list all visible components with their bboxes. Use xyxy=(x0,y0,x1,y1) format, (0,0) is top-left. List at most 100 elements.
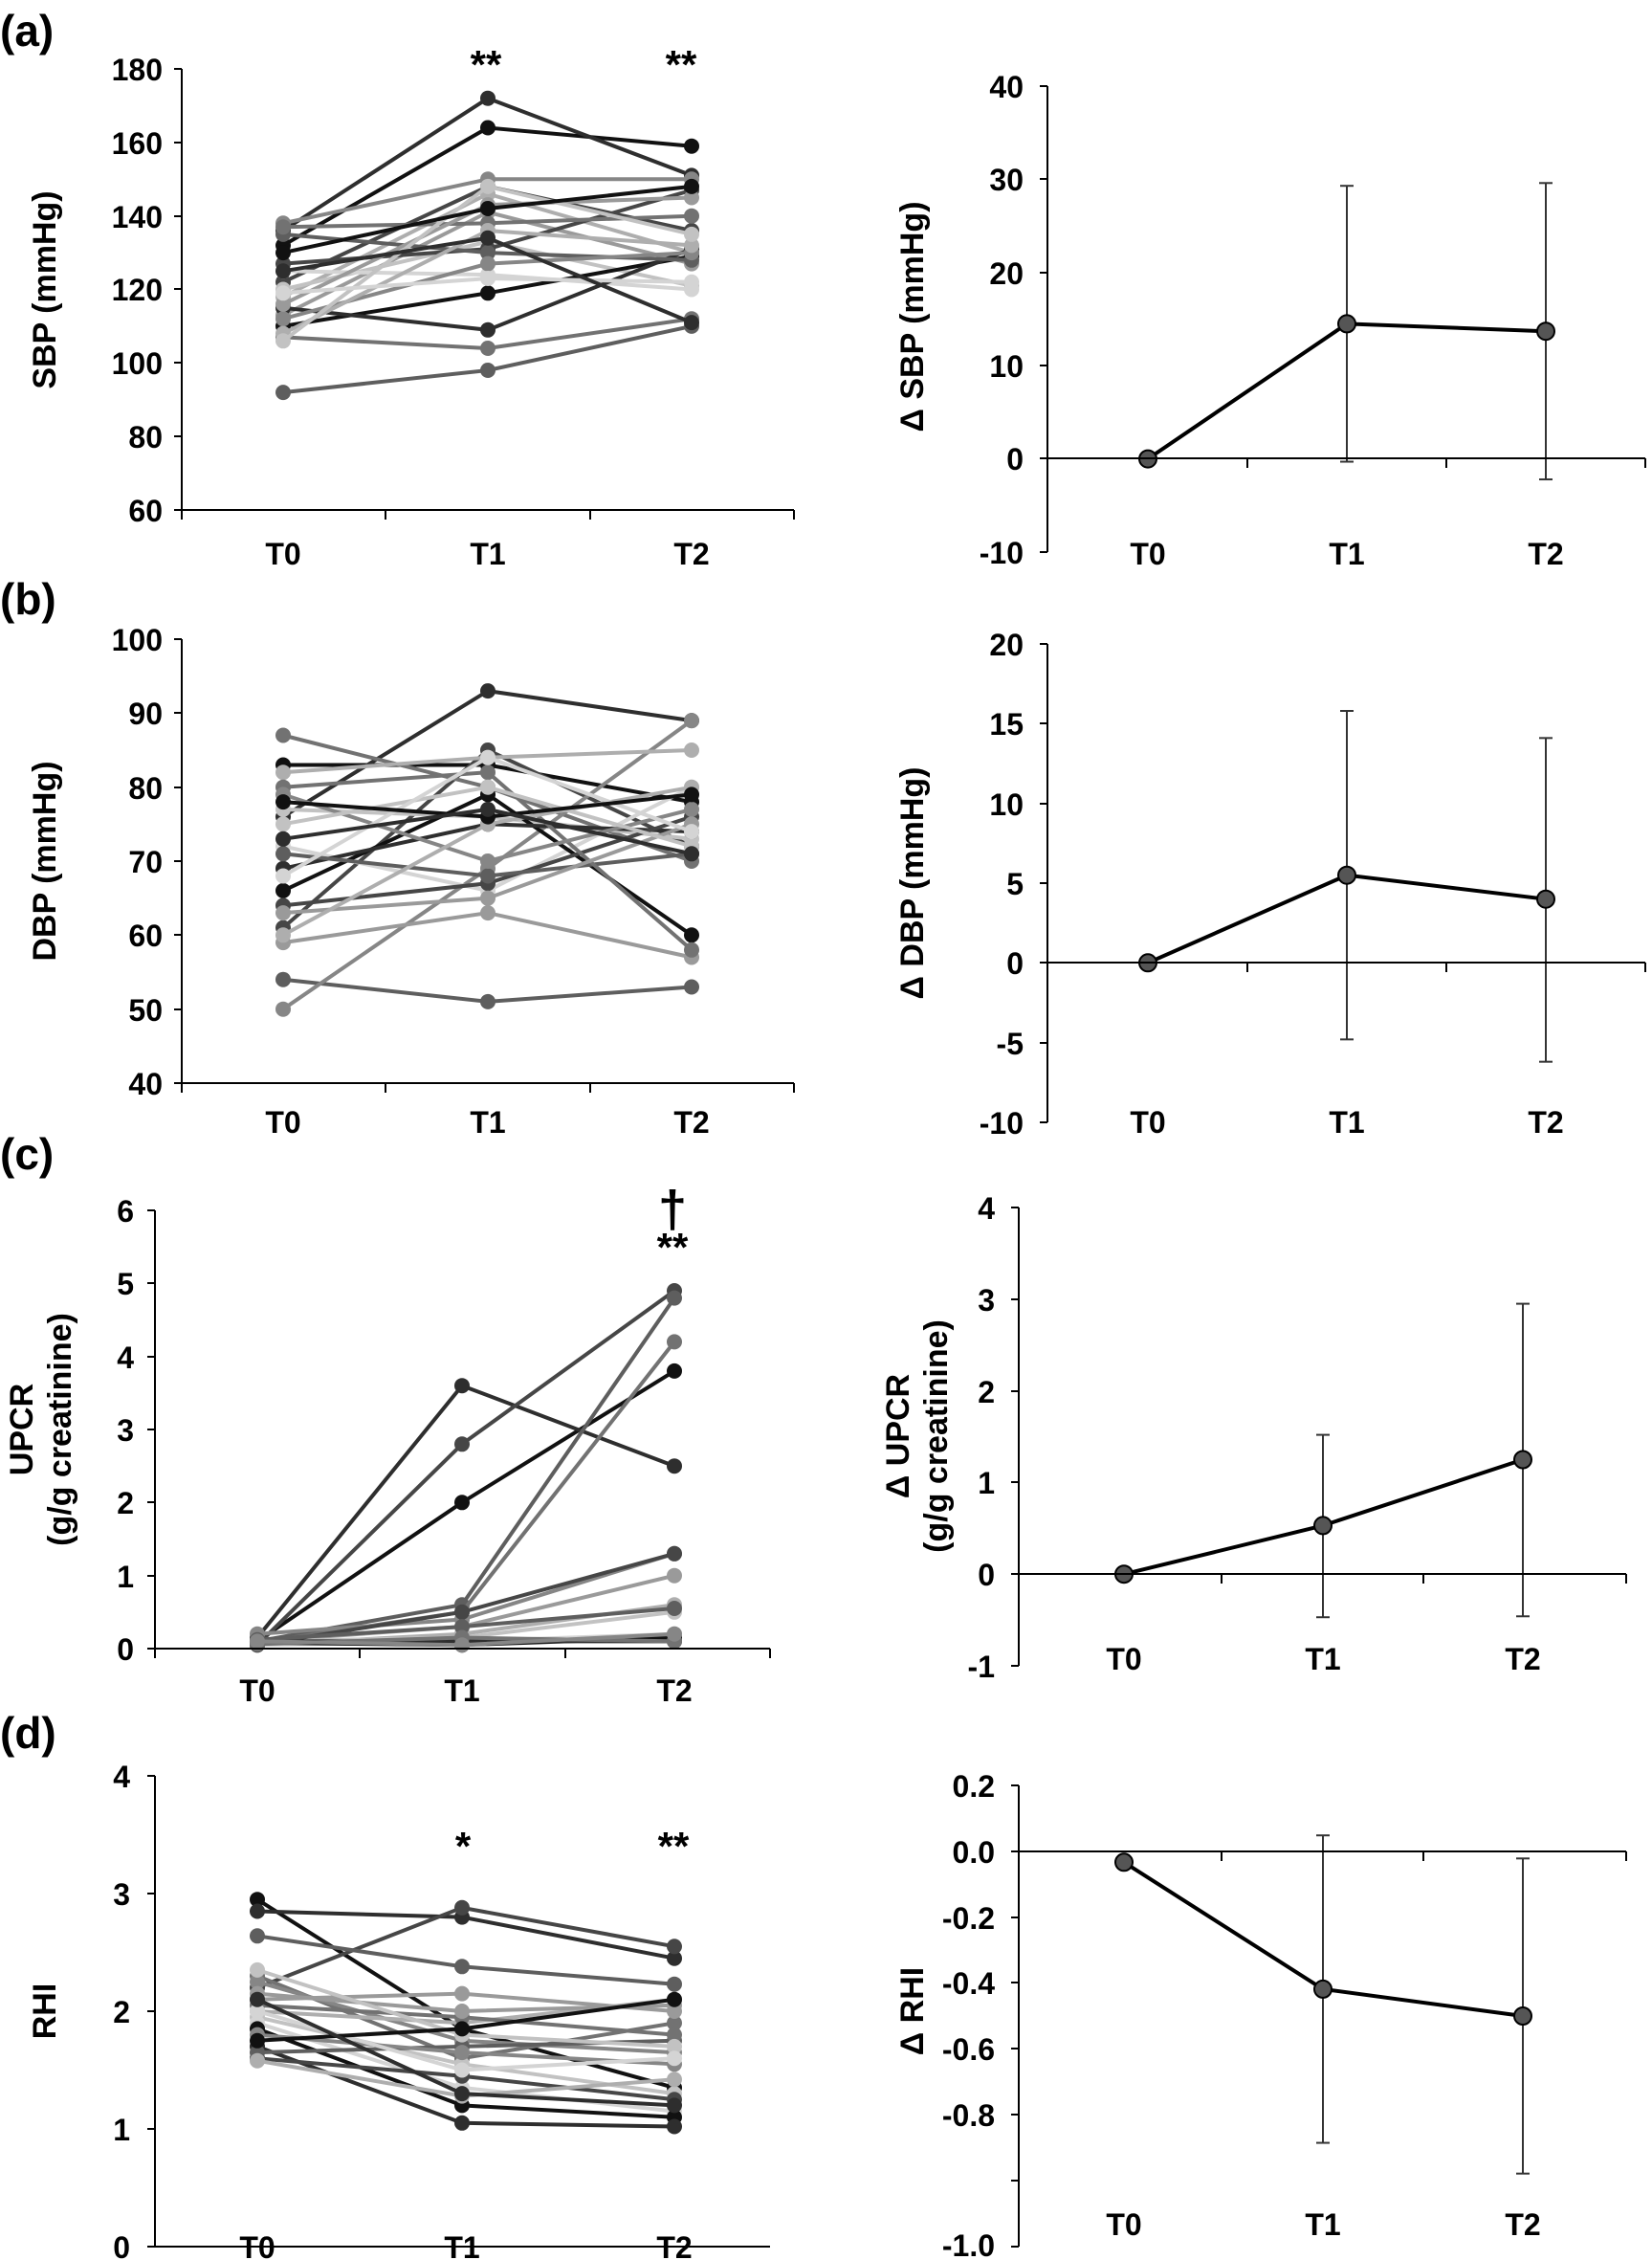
y-tick-label: -0.2 xyxy=(942,1901,995,1936)
y-axis-title: DBP (mmHg) xyxy=(27,761,63,961)
data-point xyxy=(480,905,496,921)
data-point xyxy=(275,868,291,884)
y-tick-marks xyxy=(174,68,182,511)
data-point xyxy=(275,764,291,781)
x-tick-marks xyxy=(181,1083,795,1093)
x-tick-label: T0 xyxy=(1106,2207,1141,2242)
data-point xyxy=(454,2045,470,2061)
data-point xyxy=(454,1604,470,1620)
y-tick-label: 120 xyxy=(112,273,163,307)
data-point xyxy=(250,1928,265,1944)
data-point xyxy=(454,1959,470,1975)
data-point xyxy=(250,1991,265,2007)
plot-c-right: 4 3 2 1 0 -1 T0 T1 T2 Δ UPCR (g/g creati… xyxy=(880,1191,1627,1684)
y-tick-label: -10 xyxy=(980,536,1024,570)
data-point xyxy=(667,1458,682,1474)
plot-a-left: 180 160 140 120 100 80 60 T0 T1 T2 SBP (… xyxy=(27,42,795,571)
data-point xyxy=(667,1939,682,1955)
x-tick-label: T1 xyxy=(1329,1105,1364,1140)
mean-point xyxy=(1536,321,1555,342)
y-axis-title-line-2: (g/g creatinine) xyxy=(918,1319,955,1553)
data-point xyxy=(480,683,496,699)
x-tick-label: T2 xyxy=(1528,537,1563,571)
x-tick-label: T2 xyxy=(673,1105,709,1140)
data-point xyxy=(275,296,291,312)
y-tick-label: 4 xyxy=(113,1760,130,1794)
x-tick-label: T2 xyxy=(673,537,709,571)
y-tick-label: 1 xyxy=(113,2113,130,2147)
data-point xyxy=(275,333,291,349)
data-point xyxy=(667,2038,682,2054)
y-tick-marks xyxy=(1011,1784,1019,2248)
y-tick-label: 70 xyxy=(128,845,163,879)
plot-c-left: 6 5 4 3 2 1 0 T0 T1 T2 UPCR (g/g creatin… xyxy=(4,1181,771,1708)
y-tick-label: 3 xyxy=(113,1877,130,1912)
data-point xyxy=(667,1991,682,2007)
x-tick-label: T2 xyxy=(1505,2207,1540,2242)
y-tick-label: 60 xyxy=(128,919,163,953)
data-point xyxy=(480,749,496,765)
data-point xyxy=(250,1974,265,1990)
data-point xyxy=(275,971,291,987)
y-tick-label: 140 xyxy=(112,200,163,234)
data-point xyxy=(667,2027,682,2043)
x-tick-label: T2 xyxy=(1528,1105,1563,1140)
x-tick-label: T0 xyxy=(239,2230,275,2260)
data-point xyxy=(667,2118,682,2135)
y-tick-label: 2 xyxy=(978,1375,995,1409)
y-axis-title: Δ UPCR xyxy=(880,1374,916,1498)
x-tick-marks xyxy=(1046,458,1646,468)
y-tick-label: 2 xyxy=(117,1486,134,1520)
x-tick-label: T0 xyxy=(239,1673,275,1708)
y-tick-label: 10 xyxy=(989,787,1024,822)
y-tick-label: 0 xyxy=(113,2230,130,2260)
data-point xyxy=(684,927,699,943)
mean-point xyxy=(1513,2006,1532,2026)
data-point xyxy=(275,846,291,862)
x-tick-marks xyxy=(154,1649,771,1658)
significance-marker: ** xyxy=(471,42,502,87)
data-point xyxy=(275,794,291,810)
y-tick-label: 5 xyxy=(117,1267,134,1301)
dagger-marker: † xyxy=(658,1181,687,1238)
data-point xyxy=(275,285,291,301)
data-point xyxy=(684,942,699,958)
plot-d-right-marks xyxy=(1114,1834,1532,2175)
data-point xyxy=(275,927,291,943)
data-point xyxy=(275,1001,291,1017)
data-point xyxy=(684,208,699,224)
x-tick-label: T1 xyxy=(1329,537,1364,571)
y-tick-label: 10 xyxy=(989,349,1024,384)
data-point xyxy=(275,727,291,743)
data-point xyxy=(454,1637,470,1653)
mean-point xyxy=(1536,889,1555,909)
y-tick-label: 80 xyxy=(128,420,163,454)
y-axis-title: UPCR xyxy=(4,1384,40,1475)
x-tick-label: T0 xyxy=(265,537,300,571)
y-tick-marks xyxy=(174,638,182,1084)
data-point xyxy=(667,1567,682,1584)
y-tick-label: 50 xyxy=(128,993,163,1028)
y-tick-label: -0.4 xyxy=(942,1966,995,2001)
plot-d-left-marks xyxy=(250,1892,682,2135)
data-point xyxy=(480,285,496,301)
y-tick-label: 60 xyxy=(128,494,163,528)
data-point xyxy=(454,1899,470,1916)
data-point xyxy=(480,245,496,261)
data-point xyxy=(480,120,496,136)
data-point xyxy=(480,271,496,286)
x-tick-label: T1 xyxy=(470,537,505,571)
mean-point xyxy=(1114,1852,1134,1872)
y-tick-label: 0 xyxy=(117,1632,134,1667)
y-axis-title: SBP (mmHg) xyxy=(27,190,63,388)
y-tick-label: 100 xyxy=(112,346,163,381)
data-point xyxy=(250,1903,265,1919)
x-tick-marks xyxy=(1046,963,1646,972)
x-tick-label: T2 xyxy=(656,2230,692,2260)
significance-marker: ** xyxy=(658,1824,690,1869)
y-tick-label: 3 xyxy=(117,1413,134,1448)
significance-marker: * xyxy=(455,1824,472,1869)
panel-d: (d) 4 3 2 1 0 T0 T1 T2 RHI * ** xyxy=(0,1708,1627,2260)
data-point xyxy=(275,245,291,261)
